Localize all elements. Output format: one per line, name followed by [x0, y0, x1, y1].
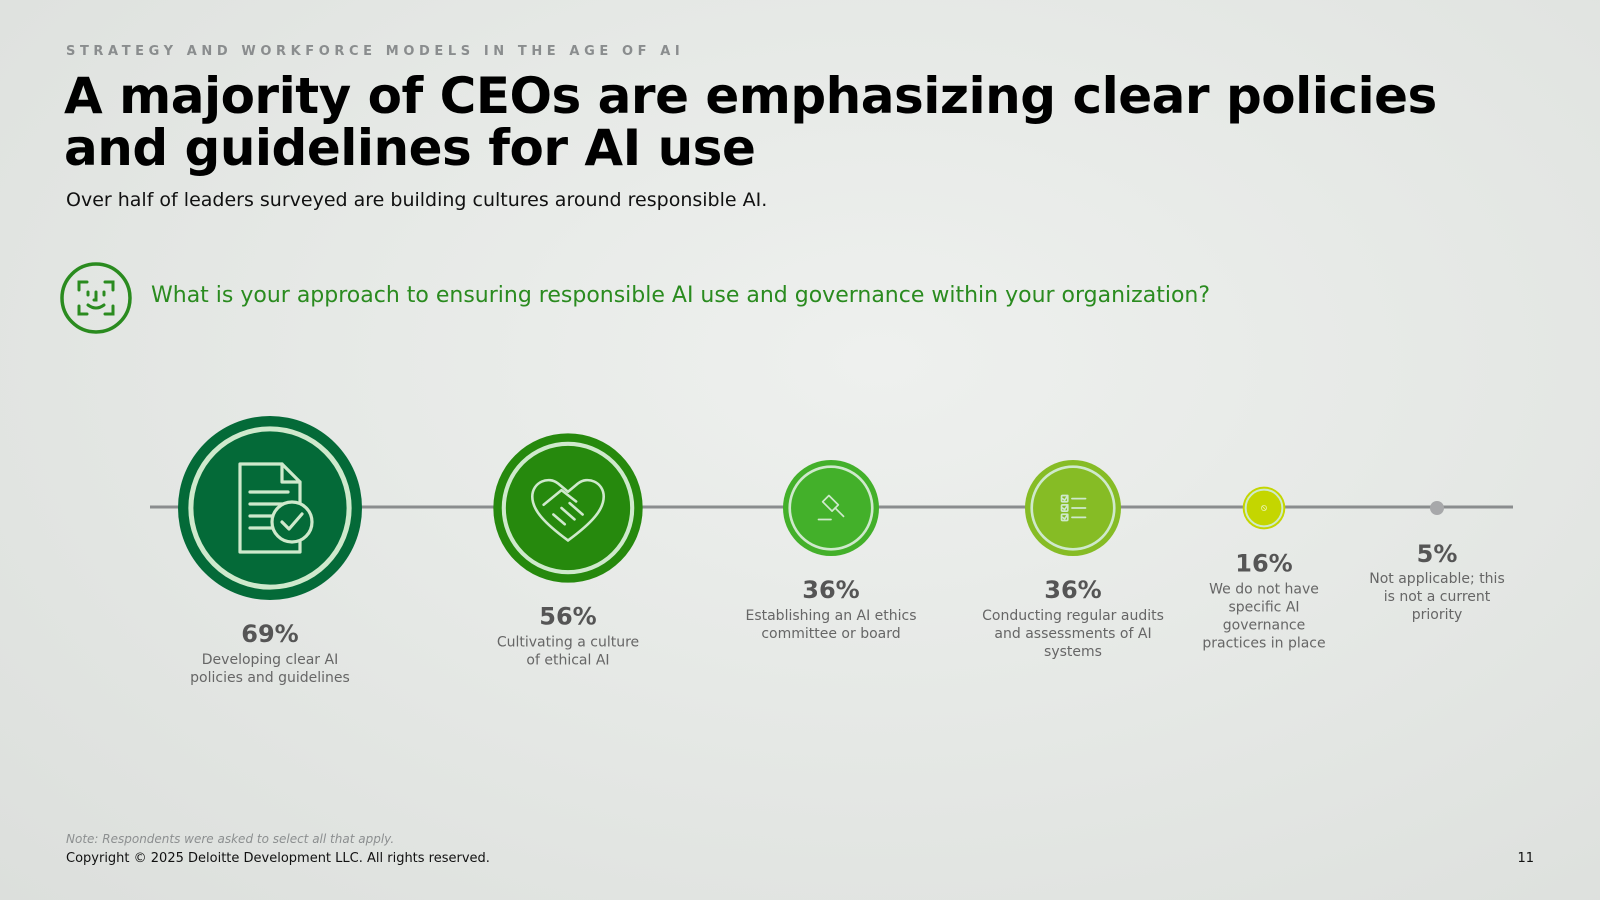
- bubble-inner-ring: [501, 441, 635, 575]
- category-label-line: systems: [1044, 644, 1102, 660]
- bubble-circle: [178, 416, 362, 600]
- bubble-inner-ring: [1244, 488, 1284, 528]
- value-label: 36%: [1044, 576, 1101, 604]
- bubble-inner-ring: [188, 426, 352, 590]
- category-label-line: priority: [1412, 607, 1463, 623]
- category-label-line: committee or board: [761, 626, 900, 642]
- document-check-icon: [238, 462, 314, 554]
- bubble-circle: [493, 433, 643, 583]
- page-subtitle: Over half of leaders surveyed are buildi…: [66, 189, 768, 211]
- value-label: 36%: [802, 576, 859, 604]
- category-label: Not applicable; this is not a current prio…: [1369, 571, 1505, 623]
- survey-question: What is your approach to ensuring respon…: [151, 283, 1211, 308]
- handshake-heart-icon: [530, 478, 606, 542]
- category-label: Cultivating a culture of ethical AI: [497, 635, 639, 669]
- bubble-circle: [1430, 501, 1444, 515]
- bubble-2: 56% Cultivating a culture of ethical AI: [493, 433, 643, 669]
- category-label-line: policies and guidelines: [190, 670, 350, 686]
- category-label-line: of ethical AI: [526, 653, 609, 669]
- eyebrow-section-label: STRATEGY AND WORKFORCE MODELS IN THE AGE…: [66, 44, 685, 59]
- category-label-line: Not applicable; this: [1369, 571, 1505, 587]
- category-label-line: Cultivating a culture: [497, 635, 639, 651]
- category-label-line: governance: [1223, 617, 1306, 633]
- value-label: 5%: [1417, 540, 1458, 568]
- bubble-6: 5% Not applicable; this is not a current pr…: [1369, 501, 1505, 623]
- category-label-line: We do not have: [1209, 581, 1319, 597]
- value-label: 69%: [241, 620, 298, 648]
- category-label: Conducting regular audits and assessments…: [982, 608, 1164, 660]
- bubble-5: 16% We do not have specific AI governance pr…: [1202, 486, 1326, 651]
- face-scan-icon: [60, 262, 132, 334]
- footnote: Note: Respondents were asked to select a…: [66, 832, 395, 846]
- category-label-line: and assessments of AI: [994, 626, 1151, 642]
- page-number: 11: [1517, 851, 1534, 866]
- category-label-line: practices in place: [1202, 635, 1325, 651]
- value-label: 56%: [539, 603, 596, 631]
- bubble-1: 69% Developing clear AI policies and guide…: [178, 416, 362, 686]
- bubble-inner-ring: [1030, 465, 1116, 551]
- category-label-line: Developing clear AI: [202, 652, 338, 668]
- bubble-inner-ring: [788, 465, 874, 551]
- category-label-line: is not a current: [1384, 589, 1491, 605]
- bubble-3: 36% Establishing an AI ethics committee or…: [745, 460, 917, 642]
- category-label-line: Conducting regular audits: [982, 608, 1164, 624]
- category-label: Developing clear AI policies and guidelin…: [190, 652, 350, 686]
- copyright: Copyright © 2025 Deloitte Development LL…: [66, 851, 490, 866]
- category-label-line: specific AI: [1228, 599, 1299, 615]
- page-title: A majority of CEOs are emphasizing clear…: [64, 67, 1437, 177]
- checklist-icon: [1060, 494, 1087, 522]
- category-label: We do not have specific AI governance pract…: [1202, 581, 1325, 651]
- category-label: Establishing an AI ethics committee or bo…: [745, 608, 916, 642]
- gavel-icon: [817, 494, 845, 521]
- bubble-4: 36% Conducting regular audits and assessme…: [982, 460, 1164, 660]
- category-label-line: Establishing an AI ethics: [745, 608, 916, 624]
- bubble-circle: [783, 460, 879, 556]
- prohibited-icon: [1261, 505, 1267, 511]
- value-label: 16%: [1235, 549, 1292, 577]
